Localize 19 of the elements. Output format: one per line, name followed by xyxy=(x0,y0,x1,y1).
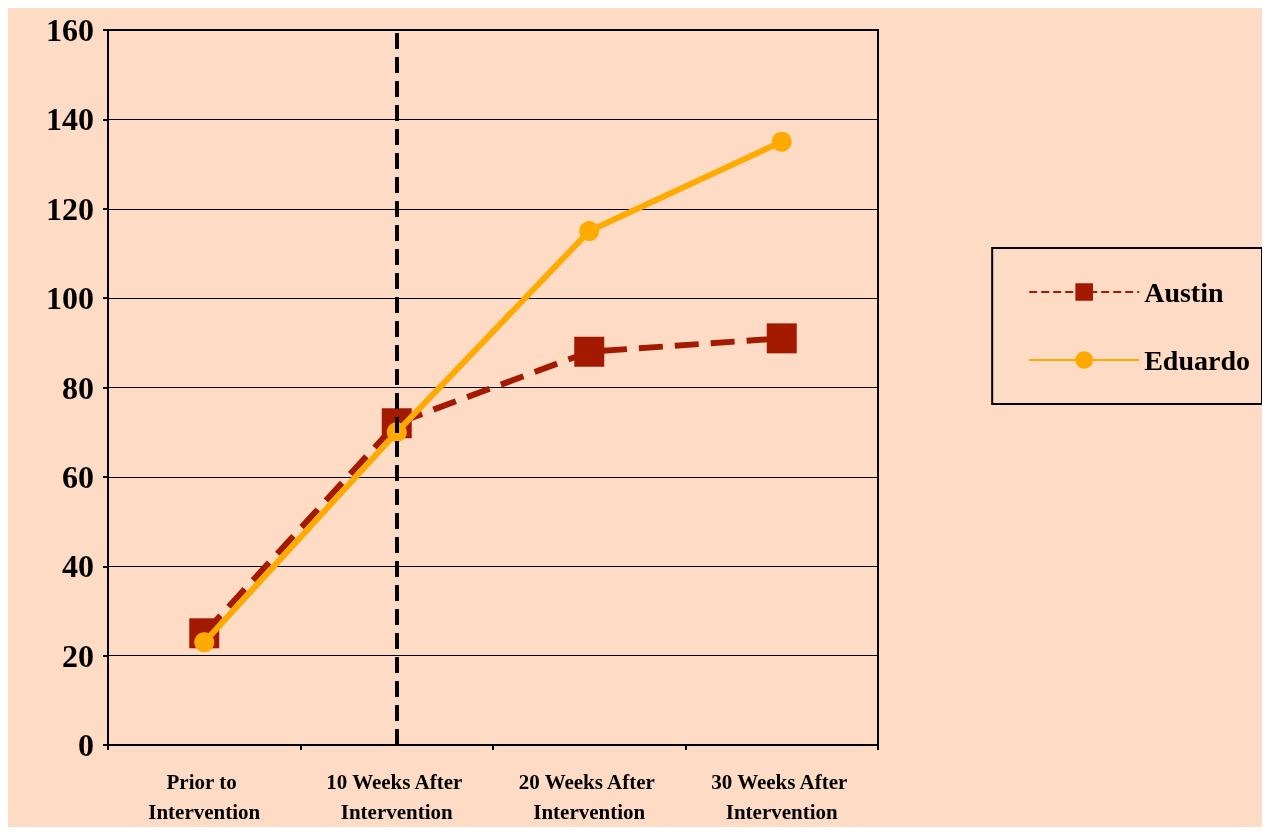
y-tick-label: 80 xyxy=(62,369,94,406)
point xyxy=(766,323,797,354)
point xyxy=(771,131,792,152)
point xyxy=(574,336,605,367)
x-tick-label: Prior to Intervention xyxy=(148,770,261,824)
x-tick-label: 20 Weeks After Intervention xyxy=(518,770,660,824)
y-tick-label: 120 xyxy=(46,190,94,227)
legend-label: Eduardo xyxy=(1144,344,1251,376)
x-tick-label: 10 Weeks After Intervention xyxy=(326,770,468,824)
point xyxy=(579,221,600,242)
y-tick-label: 40 xyxy=(62,548,94,585)
legend-label: Austin xyxy=(1144,276,1224,308)
y-tick-label: 100 xyxy=(46,280,94,317)
y-tick-label: 20 xyxy=(62,637,94,674)
y-tick-label: 0 xyxy=(78,727,94,763)
y-tick-label: 60 xyxy=(62,458,94,495)
y-tick-label: 160 xyxy=(46,12,94,48)
y-tick-label: 140 xyxy=(46,101,94,138)
x-tick-label: 30 Weeks After Intervention xyxy=(711,770,853,824)
